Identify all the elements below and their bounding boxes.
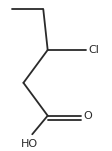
- Text: Cl: Cl: [88, 45, 98, 55]
- Text: HO: HO: [21, 139, 38, 149]
- Text: O: O: [82, 111, 91, 121]
